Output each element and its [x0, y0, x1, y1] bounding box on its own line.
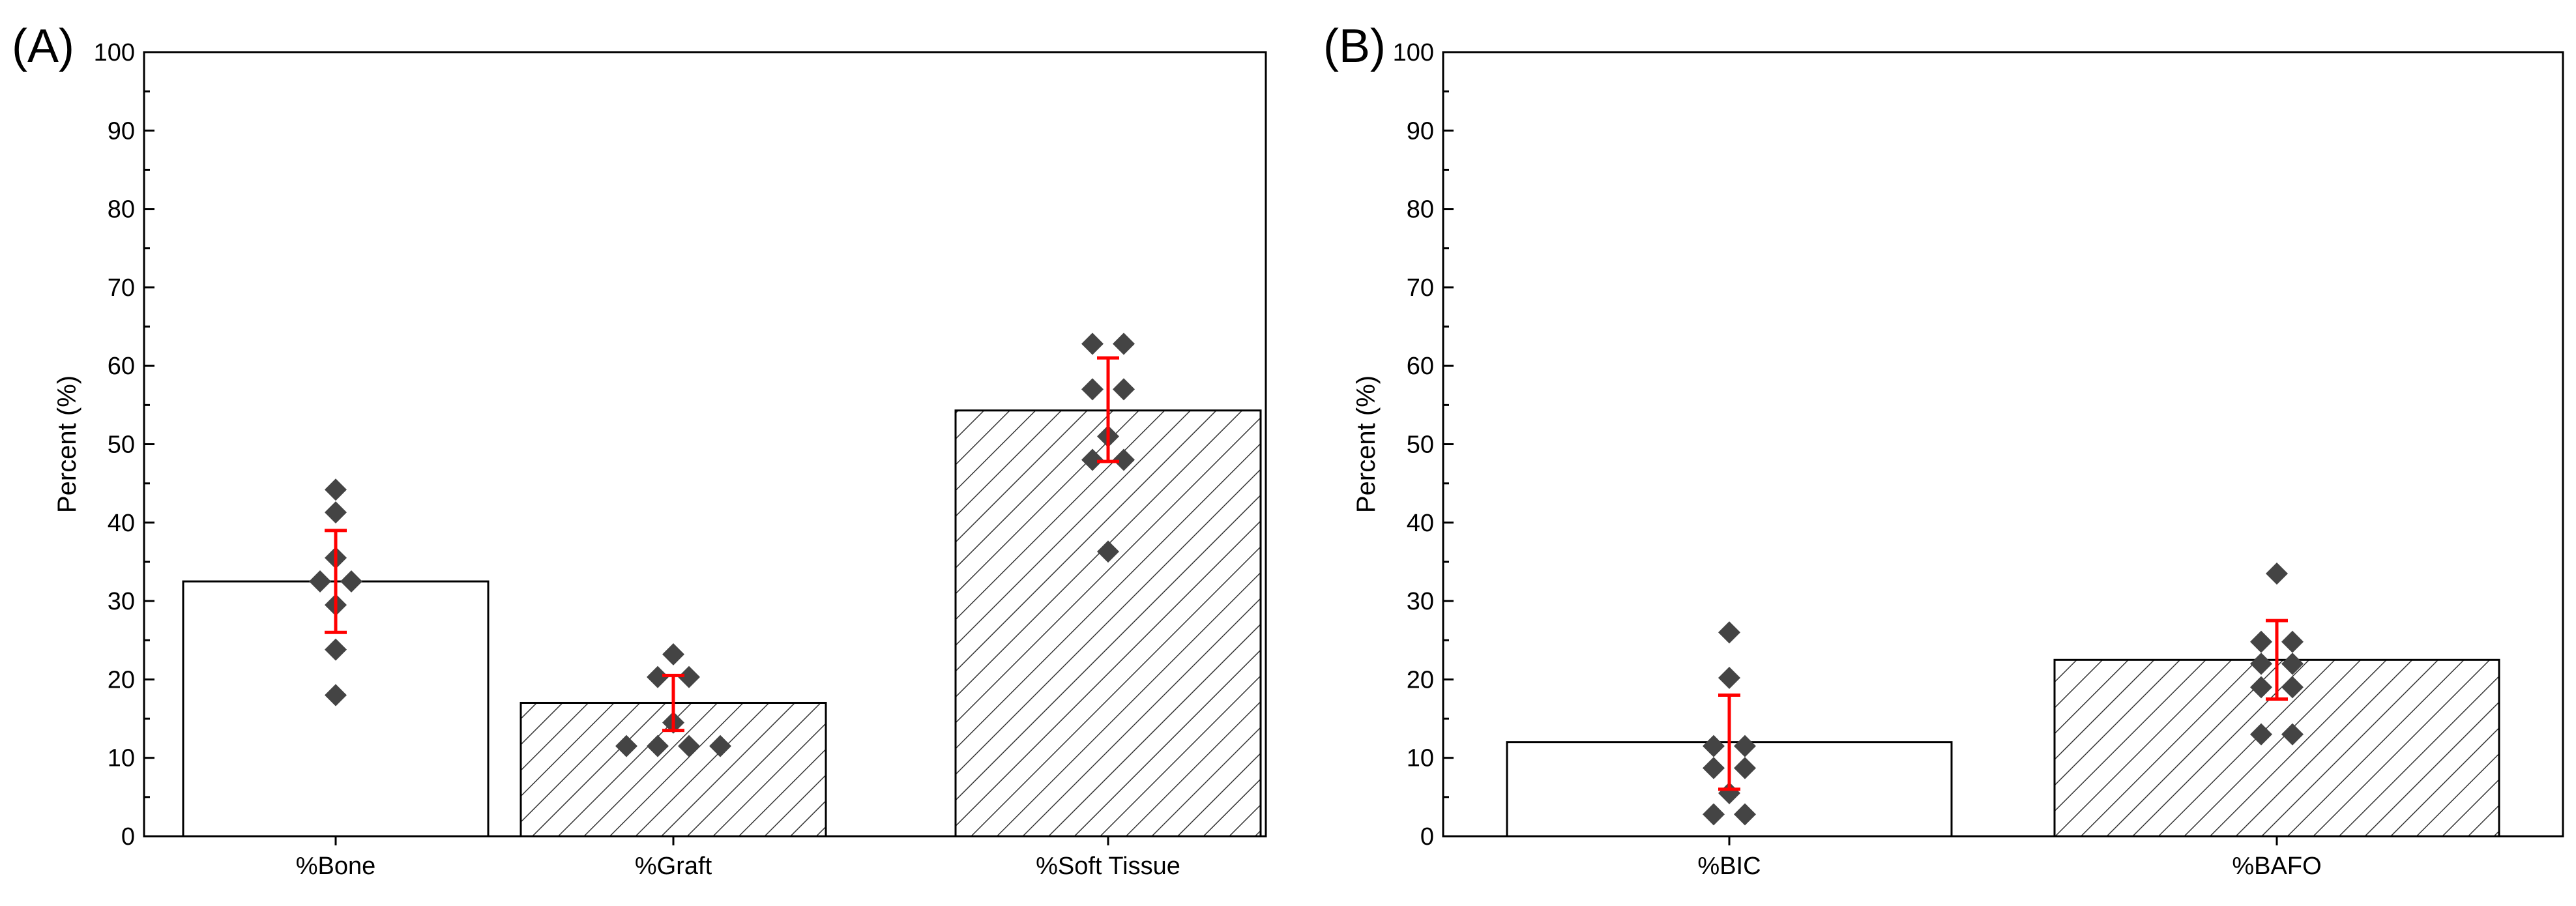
y-tick-label: 30	[1407, 588, 1434, 615]
data-point	[309, 570, 331, 593]
data-point	[1734, 803, 1756, 826]
y-tick-label: 60	[108, 353, 135, 380]
data-point	[340, 570, 362, 593]
panel-label: (B)	[1323, 20, 1386, 72]
y-tick-label: 80	[108, 196, 135, 224]
y-tick-label: 10	[1407, 745, 1434, 772]
data-point	[1703, 757, 1725, 780]
data-point	[325, 501, 347, 524]
data-point	[325, 684, 347, 707]
y-tick-label: 30	[108, 588, 135, 615]
data-point	[1081, 332, 1104, 355]
y-tick-label: 90	[108, 117, 135, 145]
data-point	[662, 643, 684, 665]
y-tick-label: 40	[108, 510, 135, 537]
data-point	[2250, 676, 2272, 699]
data-point	[2281, 652, 2304, 675]
y-tick-label: 100	[1393, 39, 1434, 66]
data-point	[325, 478, 347, 501]
data-point	[1718, 621, 1740, 644]
data-point	[1081, 378, 1104, 401]
x-category-label: %Graft	[635, 853, 712, 880]
data-point	[1718, 666, 1740, 689]
x-category-label: %BIC	[1697, 853, 1761, 880]
data-point	[1113, 332, 1135, 355]
data-point	[647, 665, 669, 688]
y-tick-label: 80	[1407, 196, 1434, 224]
x-category-label: %Bone	[296, 853, 376, 880]
data-point	[1097, 540, 1119, 563]
data-point	[709, 735, 731, 757]
y-tick-label: 50	[108, 431, 135, 459]
y-tick-label: 100	[94, 39, 135, 66]
y-tick-label: 20	[1407, 666, 1434, 694]
y-tick-label: 10	[108, 745, 135, 772]
data-point	[678, 665, 700, 688]
y-tick-label: 90	[1407, 117, 1434, 145]
data-point	[1081, 448, 1104, 471]
y-tick-label: 0	[121, 823, 135, 851]
y-tick-label: 50	[1407, 431, 1434, 459]
data-point	[2281, 723, 2304, 746]
data-point	[1734, 735, 1756, 757]
data-point	[615, 735, 637, 757]
data-point	[1113, 378, 1135, 401]
data-point	[2281, 676, 2304, 699]
x-category-label: %Soft Tissue	[1036, 853, 1180, 880]
x-category-label: %BAFO	[2232, 853, 2321, 880]
data-point	[1113, 448, 1135, 471]
data-point	[678, 735, 700, 757]
panel-label: (A)	[12, 20, 74, 72]
y-tick-label: 0	[1420, 823, 1434, 851]
chart-panel-a: (A) 0 10 20 30 40 50 60 70 80 90 100 %Bone %Graft %Sof…	[12, 20, 1267, 880]
data-point	[2250, 652, 2272, 675]
data-point	[2250, 723, 2272, 746]
bar-soft-tissue	[954, 409, 1262, 838]
data-point	[2281, 630, 2304, 653]
y-tick-label: 70	[108, 274, 135, 302]
y-tick-label: 20	[108, 666, 135, 694]
data-point	[647, 735, 669, 757]
y-axis-title: Percent (%)	[53, 375, 81, 513]
data-point	[2250, 630, 2272, 653]
data-point	[1734, 757, 1756, 780]
data-point	[1703, 735, 1725, 757]
data-point	[1703, 803, 1725, 826]
y-tick-label: 40	[1407, 510, 1434, 537]
data-point	[325, 638, 347, 661]
data-point	[2266, 562, 2288, 585]
y-axis-title: Percent (%)	[1352, 375, 1381, 513]
y-tick-label: 70	[1407, 274, 1434, 302]
y-tick-label: 60	[1407, 353, 1434, 380]
chart-panel-b: (B) 0 10 20 30 40 50 60 70 80 90 100 %BIC %BAFO Percen…	[1323, 20, 2564, 880]
